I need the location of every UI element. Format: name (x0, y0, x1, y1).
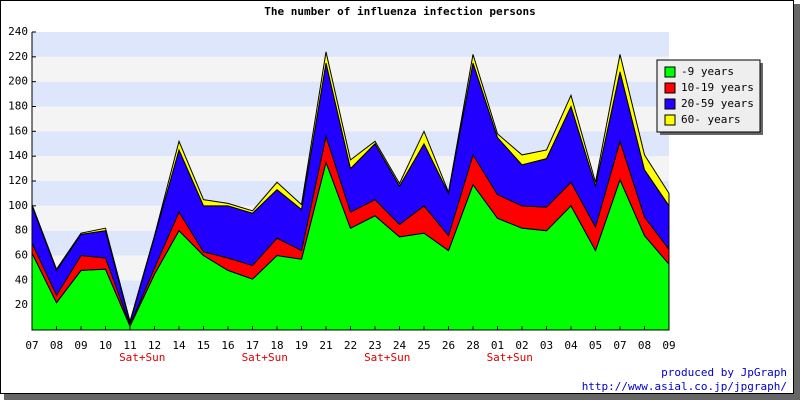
y-tick-label: 200 (8, 75, 28, 88)
x-tick-label: 10 (99, 339, 112, 352)
x-sublabel: Sat+Sun (487, 351, 533, 364)
band (32, 81, 669, 107)
x-sublabel: Sat+Sun (119, 351, 165, 364)
x-tick-label: 21 (319, 339, 332, 352)
y-tick-label: 20 (15, 298, 28, 311)
y-tick-label: 120 (8, 174, 28, 187)
x-tick-label: 05 (589, 339, 602, 352)
y-tick-label: 180 (8, 100, 28, 113)
x-tick-label: 09 (662, 339, 675, 352)
x-tick-label: 26 (442, 339, 455, 352)
legend-swatch (664, 66, 676, 78)
credit: http://www.asial.co.jp/jpgraph/ (582, 380, 787, 393)
legend-swatch (664, 98, 676, 110)
x-tick-label: 17 (246, 339, 259, 352)
legend-swatch (664, 82, 676, 94)
x-tick-label: 14 (172, 339, 186, 352)
x-tick-label: 12 (148, 339, 161, 352)
y-tick-label: 160 (8, 124, 28, 137)
x-tick-label: 18 (270, 339, 283, 352)
legend-label: 60- years (681, 113, 741, 126)
band (32, 56, 669, 82)
x-tick-label: 03 (540, 339, 553, 352)
x-tick-label: 08 (638, 339, 651, 352)
y-tick-label: 240 (8, 25, 28, 38)
x-tick-label: 24 (393, 339, 407, 352)
y-tick-label: 100 (8, 199, 28, 212)
credit: produced by JpGraph (661, 366, 787, 379)
legend-label: 20-59 years (681, 97, 754, 110)
area (31, 51, 670, 325)
x-tick-label: 04 (564, 339, 578, 352)
x-tick-label: 16 (221, 339, 234, 352)
x-tick-label: 19 (295, 339, 308, 352)
x-tick-label: 01 (491, 339, 504, 352)
y-tick-label: 60 (15, 249, 28, 262)
x-tick-label: 22 (344, 339, 357, 352)
x-tick-label: 28 (466, 339, 479, 352)
x-sublabel: Sat+Sun (242, 351, 288, 364)
x-tick-label: 07 (25, 339, 38, 352)
x-tick-label: 23 (368, 339, 381, 352)
x-tick-label: 02 (515, 339, 528, 352)
x-tick-label: 09 (74, 339, 87, 352)
x-tick-label: 11 (123, 339, 136, 352)
x-tick-label: 15 (197, 339, 210, 352)
x-tick-label: 08 (50, 339, 63, 352)
x-tick-label: 07 (613, 339, 626, 352)
x-sublabel: Sat+Sun (364, 351, 410, 364)
legend-label: 10-19 years (681, 81, 754, 94)
y-tick-label: 220 (8, 50, 28, 63)
y-tick-label: 80 (15, 224, 28, 237)
y-tick-label: 140 (8, 149, 28, 162)
band (32, 32, 669, 57)
x-tick-label: 25 (417, 339, 430, 352)
y-tick-label: 40 (15, 273, 28, 286)
legend-swatch (664, 114, 676, 126)
legend-label: -9 years (681, 65, 734, 78)
chart-title: The number of influenza infection person… (264, 5, 536, 18)
